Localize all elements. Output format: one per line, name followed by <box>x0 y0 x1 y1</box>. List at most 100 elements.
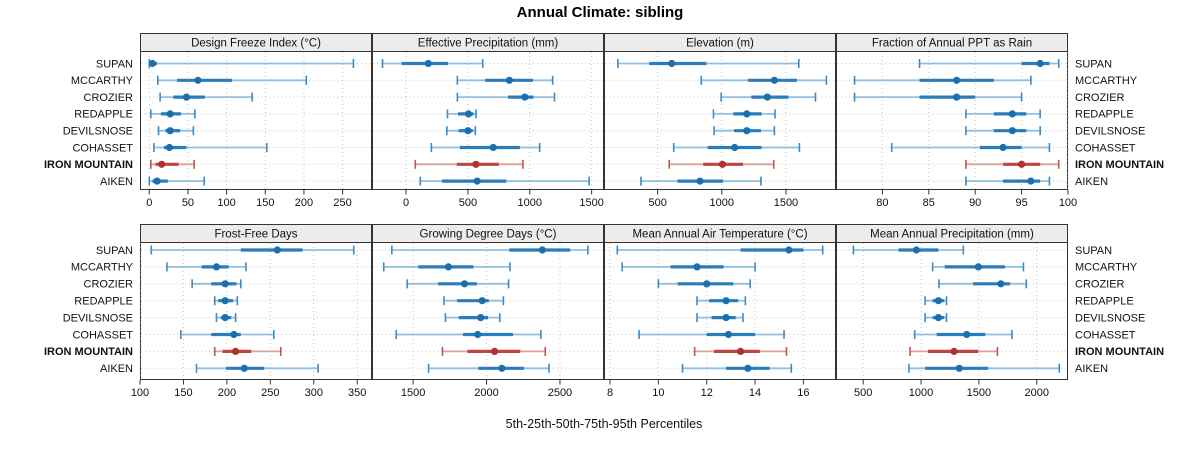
panel-growing-degree-days-c: Growing Degree Days (°C) 1500 2000 2500 <box>372 224 604 399</box>
series-iron-mountain <box>909 346 999 356</box>
series-iron-mountain <box>441 346 547 356</box>
median-dot <box>489 143 497 152</box>
site-label-right: SUPAN <box>1075 245 1112 257</box>
median-dot <box>718 160 727 168</box>
series-supan <box>617 59 800 68</box>
series-redapple <box>712 109 776 119</box>
median-dot <box>693 263 701 271</box>
series-aiken <box>195 363 319 373</box>
series-aiken <box>427 363 550 373</box>
axis-tick-label: 200 <box>218 387 236 399</box>
median-dot <box>736 347 745 355</box>
axis-tick-label: 350 <box>348 387 366 399</box>
site-label-right: MCCARTHY <box>1075 75 1138 87</box>
panel-mean-annual-precipitation-mm: Mean Annual Precipitation (mm) 500 1000 150… <box>836 224 1164 399</box>
axis-tick-label: 8 <box>607 387 613 399</box>
median-dot <box>912 246 921 254</box>
median-dot <box>221 297 229 305</box>
median-dot <box>460 280 469 288</box>
series-devilsnose <box>924 313 948 323</box>
series-crozier <box>191 279 242 289</box>
median-dot <box>934 297 943 305</box>
axis-tick-label: 0 <box>146 197 152 209</box>
axis-tick-label: 1500 <box>579 197 603 209</box>
median-dot <box>472 160 480 168</box>
series-crozier <box>456 92 556 102</box>
median-dot <box>478 297 486 305</box>
median-dot <box>974 263 982 271</box>
series-cohasset <box>395 330 542 339</box>
median-dot <box>724 330 733 339</box>
axis-tick-label: 250 <box>333 197 351 209</box>
series-supan <box>150 245 355 255</box>
median-dot <box>731 143 739 152</box>
site-label-right: AIKEN <box>1075 176 1108 188</box>
series-supan <box>391 245 589 255</box>
series-redapple <box>696 296 747 306</box>
series-crozier <box>938 279 1028 289</box>
panel-plot-area <box>372 242 604 380</box>
median-dot <box>1027 177 1035 185</box>
site-label-right: DEVILSNOSE <box>1075 312 1145 324</box>
series-aiken <box>965 176 1051 186</box>
median-dot <box>491 347 499 355</box>
series-mccarthy <box>931 262 1025 272</box>
axis-tick-label: 95 <box>1015 197 1027 209</box>
series-devilsnose <box>713 126 776 136</box>
axis-tick-label: 150 <box>256 197 274 209</box>
median-dot <box>668 59 676 68</box>
site-label-left: REDAPPLE <box>74 296 133 308</box>
median-dot <box>505 76 513 84</box>
axis-tick-label: 1000 <box>518 197 542 209</box>
series-supan <box>148 59 355 68</box>
axis-tick-label: 1500 <box>774 197 798 209</box>
series-mccarthy <box>382 262 511 272</box>
series-crozier <box>406 279 510 289</box>
figure-title: Annual Climate: sibling <box>516 4 684 21</box>
median-dot <box>1036 59 1044 68</box>
series-mccarthy <box>456 75 554 85</box>
panel-design-freeze-index-c: Design Freeze Index (°C) 0 50 100 150 200 250 S… <box>44 33 372 209</box>
site-label-right: IRON MOUNTAIN <box>1075 346 1164 358</box>
series-iron-mountain <box>213 346 282 356</box>
axis-tick-label: 12 <box>701 387 713 399</box>
median-dot <box>950 347 958 355</box>
median-dot <box>464 127 472 135</box>
axis-tick-label: 250 <box>261 387 279 399</box>
site-label-right: COHASSET <box>1075 329 1136 341</box>
series-crozier <box>853 92 1023 102</box>
axis-tick-label: 100 <box>1059 197 1077 209</box>
median-dot <box>473 177 481 185</box>
series-crozier <box>159 92 253 102</box>
median-dot <box>696 177 704 185</box>
median-dot <box>158 160 166 168</box>
axis-tick-label: 500 <box>459 197 477 209</box>
series-crozier <box>720 92 817 102</box>
median-dot <box>785 246 793 254</box>
site-label-left: IRON MOUNTAIN <box>44 346 133 358</box>
median-dot <box>955 364 963 372</box>
panel-plot-area <box>140 242 372 380</box>
median-dot <box>221 280 229 288</box>
median-dot <box>1008 127 1016 135</box>
median-dot <box>997 280 1005 288</box>
panel-frost-free-days: Frost-Free Days 100 150 200 250 300 350 SUPAN MC… <box>44 224 372 399</box>
median-dot <box>498 364 506 372</box>
site-label-right: CROZIER <box>1075 92 1125 104</box>
panel-plot-area <box>836 51 1068 190</box>
series-devilsnose <box>696 313 744 323</box>
site-label-right: COHASSET <box>1075 142 1136 154</box>
panel-plot-area <box>604 242 836 380</box>
panel-title: Mean Annual Precipitation (mm) <box>870 229 1034 241</box>
site-label-left: CROZIER <box>84 92 134 104</box>
panel-title: Effective Precipitation (mm) <box>418 38 559 50</box>
axis-tick-label: 2000 <box>474 387 498 399</box>
site-label-left: IRON MOUNTAIN <box>44 159 133 171</box>
panel-plot-area <box>372 51 604 190</box>
median-dot <box>999 143 1007 152</box>
axis-tick-label: 500 <box>648 197 666 209</box>
series-iron-mountain <box>150 159 195 169</box>
axis-tick-label: 16 <box>797 387 809 399</box>
series-aiken <box>908 363 1061 373</box>
series-iron-mountain <box>668 159 775 169</box>
